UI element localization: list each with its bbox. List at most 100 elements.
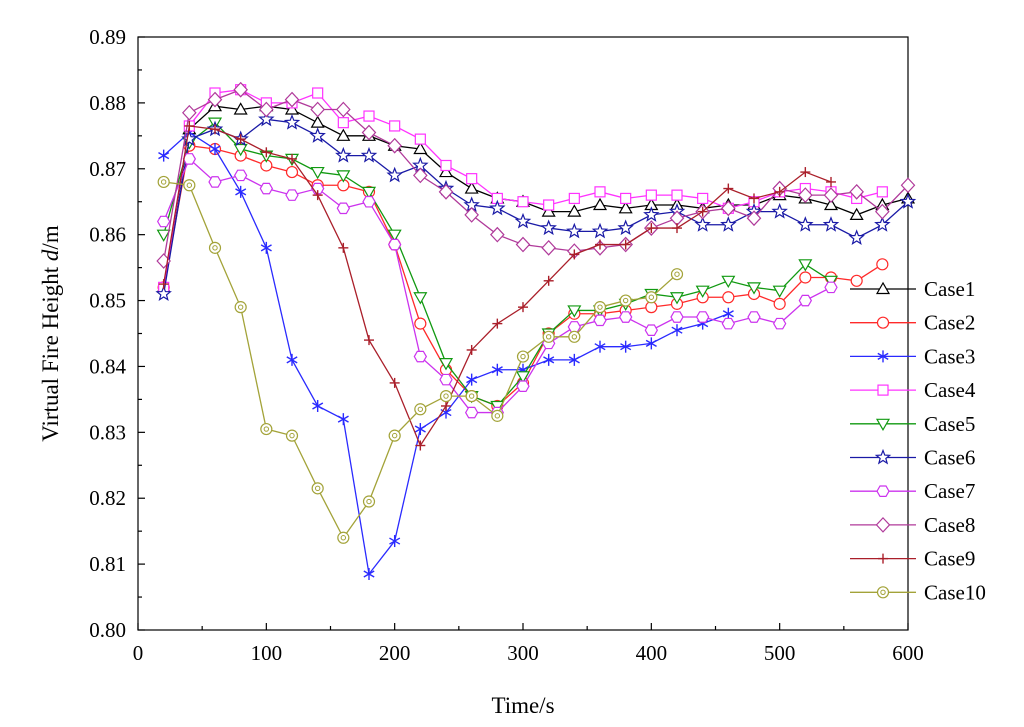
data-point <box>645 291 658 304</box>
data-point <box>362 195 376 208</box>
data-point <box>285 429 299 442</box>
data-point <box>491 409 504 422</box>
data-point <box>874 448 892 465</box>
data-point <box>620 340 632 353</box>
data-point <box>568 353 580 366</box>
data-point <box>568 330 581 343</box>
data-point <box>515 371 531 384</box>
data-point <box>207 91 223 108</box>
data-point <box>210 124 220 135</box>
data-point <box>567 204 582 217</box>
data-point <box>156 215 171 228</box>
data-point <box>771 202 788 219</box>
y-tick-label: 0.88 <box>89 91 126 115</box>
legend-item: Case6 <box>850 446 975 470</box>
data-point <box>798 294 813 307</box>
data-point <box>849 207 864 220</box>
y-tick-label: 0.81 <box>89 552 126 576</box>
data-point <box>672 223 682 234</box>
data-point <box>183 179 196 192</box>
data-point <box>721 317 736 330</box>
data-point <box>749 193 759 204</box>
data-point <box>823 187 839 204</box>
data-point <box>644 324 659 336</box>
data-point <box>491 363 503 376</box>
data-point <box>464 207 479 223</box>
data-point <box>877 384 889 396</box>
data-point <box>363 110 375 122</box>
legend-item: Case8 <box>850 513 975 537</box>
data-point <box>876 186 888 198</box>
legend-label: Case8 <box>924 513 975 537</box>
data-point <box>617 219 634 236</box>
data-point <box>543 275 554 286</box>
data-point <box>695 311 710 323</box>
legend-label: Case9 <box>924 547 975 571</box>
data-point <box>362 495 376 508</box>
data-point <box>235 134 246 145</box>
data-point <box>516 380 530 393</box>
data-point <box>156 229 171 242</box>
data-point <box>595 239 605 250</box>
data-point <box>900 177 916 194</box>
plot-frame <box>137 36 909 631</box>
x-tick-label: 600 <box>892 641 924 665</box>
data-point <box>823 275 839 288</box>
x-tick-label: 300 <box>507 641 539 665</box>
x-tick-label: 400 <box>636 641 668 665</box>
data-point <box>899 193 917 209</box>
data-point <box>235 185 247 198</box>
data-point <box>441 400 451 411</box>
data-point <box>335 146 352 163</box>
data-point <box>723 183 734 194</box>
data-point <box>158 149 170 162</box>
data-point <box>876 316 890 329</box>
data-point <box>875 517 891 533</box>
data-point <box>338 242 349 253</box>
data-point <box>287 153 297 164</box>
data-point <box>439 389 453 403</box>
data-point <box>439 373 453 386</box>
data-point <box>799 271 812 284</box>
data-point <box>337 117 349 129</box>
data-point <box>567 305 582 318</box>
data-point <box>516 350 530 363</box>
data-point <box>592 197 608 211</box>
data-point <box>363 567 375 580</box>
data-point <box>722 307 734 320</box>
data-point <box>337 413 349 426</box>
data-point <box>414 403 427 416</box>
y-tick-label: 0.84 <box>89 354 126 378</box>
series-line <box>163 88 909 262</box>
x-tick-label: 100 <box>251 641 283 665</box>
data-point <box>515 236 531 253</box>
legend-label: Case4 <box>924 378 976 402</box>
data-point <box>184 120 195 131</box>
data-point <box>877 350 889 363</box>
data-point <box>386 166 403 183</box>
y-tick-label: 0.85 <box>89 289 126 313</box>
data-point <box>670 311 684 323</box>
data-point <box>798 259 813 272</box>
data-point <box>464 406 479 419</box>
data-point <box>234 301 247 314</box>
legend: Case1 Case2 Case3 Case4 Case5 Case6 Case7 Case8… <box>850 277 986 604</box>
data-point <box>517 196 529 208</box>
legend-item: Case5 <box>850 412 975 436</box>
data-point <box>311 482 324 495</box>
data-point <box>259 101 274 118</box>
data-point <box>312 190 323 201</box>
data-point <box>387 229 402 242</box>
legend-item: Case9 <box>850 547 975 571</box>
data-point <box>465 389 478 403</box>
data-point <box>540 219 557 236</box>
data-point <box>490 400 505 414</box>
y-tick-label: 0.86 <box>89 223 126 247</box>
legend-item: Case4 <box>850 378 976 402</box>
data-point <box>543 199 555 211</box>
y-tick-label: 0.80 <box>89 618 126 642</box>
data-point <box>746 210 762 227</box>
data-point <box>336 170 351 183</box>
data-point <box>848 229 865 245</box>
data-point <box>645 337 657 350</box>
